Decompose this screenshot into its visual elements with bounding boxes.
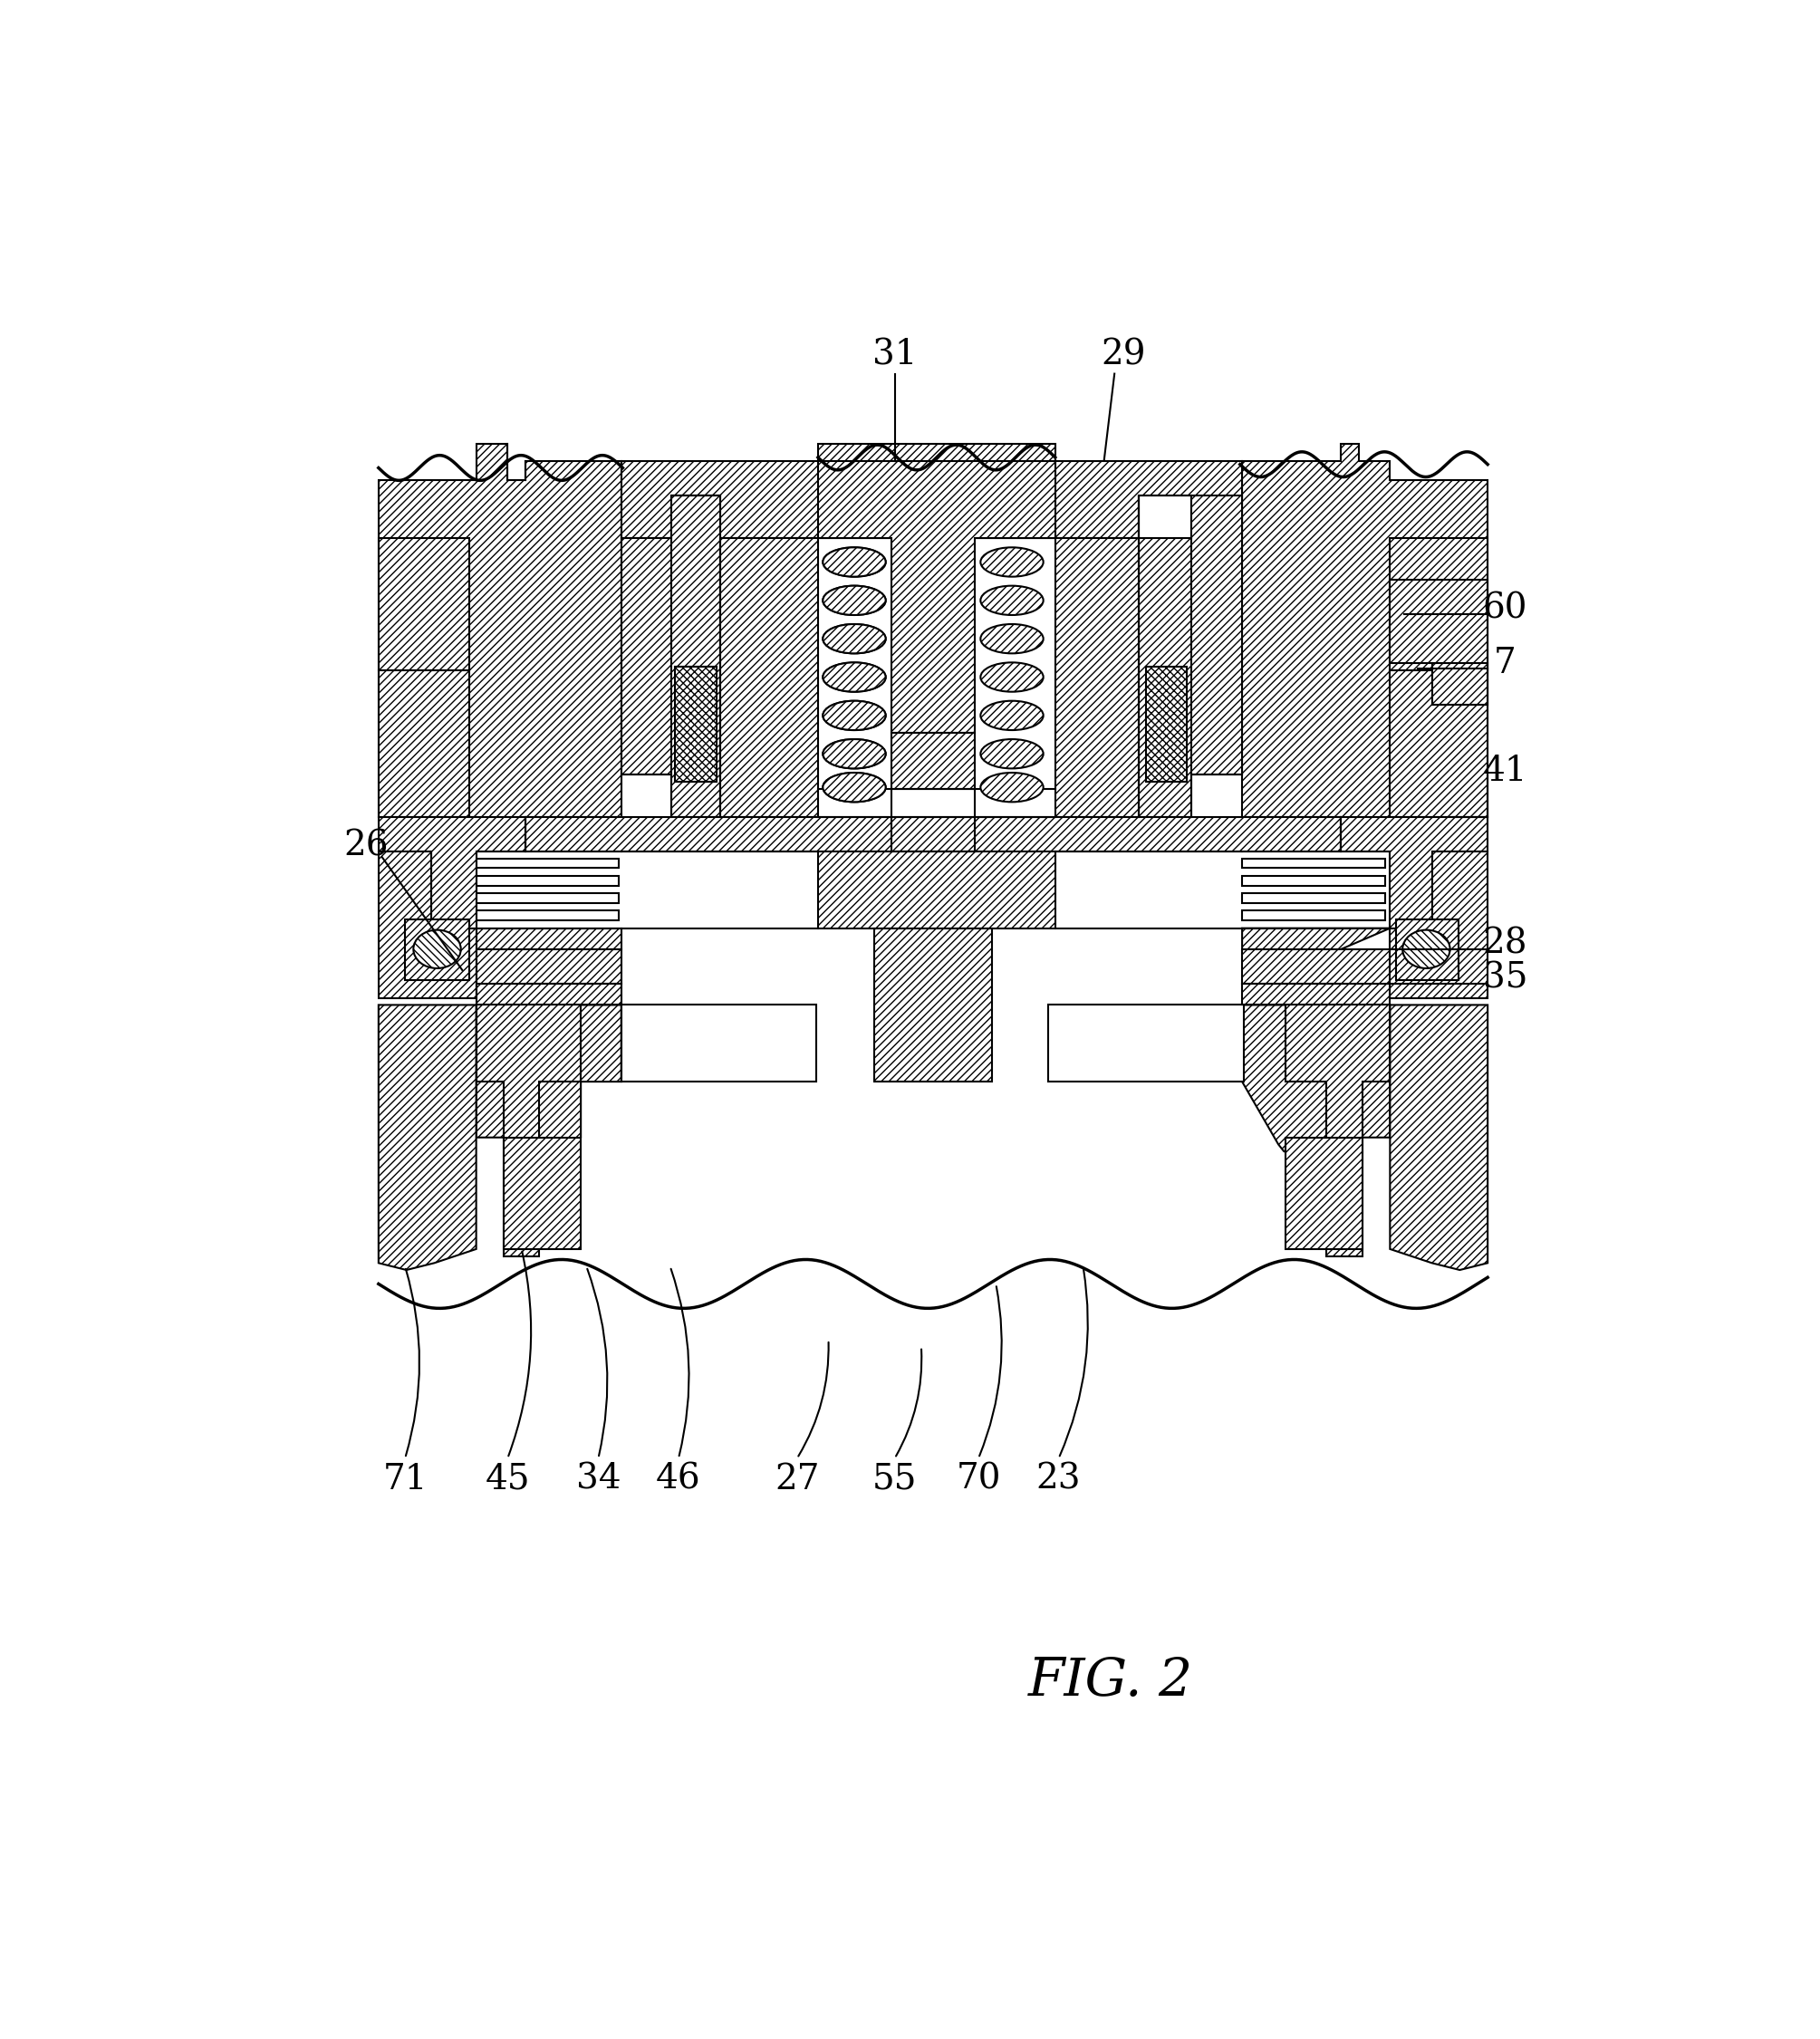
Polygon shape <box>817 852 1056 928</box>
Polygon shape <box>1241 928 1390 997</box>
Polygon shape <box>1341 816 1487 928</box>
Ellipse shape <box>981 585 1043 616</box>
Polygon shape <box>1241 442 1487 830</box>
Text: 31: 31 <box>872 338 917 371</box>
Bar <box>1241 911 1385 920</box>
Bar <box>477 893 619 903</box>
Polygon shape <box>1147 667 1187 781</box>
Bar <box>477 858 619 869</box>
Polygon shape <box>477 928 621 997</box>
Polygon shape <box>379 671 470 816</box>
Polygon shape <box>817 461 1056 732</box>
Ellipse shape <box>413 930 460 969</box>
Text: 71: 71 <box>382 1462 428 1497</box>
Polygon shape <box>1390 579 1487 705</box>
Text: 34: 34 <box>575 1462 621 1497</box>
Polygon shape <box>1241 948 1390 997</box>
Ellipse shape <box>981 740 1043 769</box>
Polygon shape <box>524 816 1341 852</box>
Polygon shape <box>477 1005 581 1256</box>
Ellipse shape <box>823 585 886 616</box>
Ellipse shape <box>823 624 886 652</box>
Ellipse shape <box>823 546 886 577</box>
Text: 41: 41 <box>1483 754 1527 787</box>
Polygon shape <box>406 920 470 981</box>
Polygon shape <box>675 667 717 781</box>
Polygon shape <box>1285 1138 1361 1250</box>
Text: 27: 27 <box>775 1462 819 1497</box>
Ellipse shape <box>823 663 886 691</box>
Text: 35: 35 <box>1483 962 1527 995</box>
Ellipse shape <box>823 701 886 730</box>
Bar <box>1241 858 1385 869</box>
Ellipse shape <box>981 663 1043 691</box>
Polygon shape <box>504 1138 581 1250</box>
Polygon shape <box>1390 538 1487 671</box>
Text: 23: 23 <box>1036 1462 1081 1497</box>
Polygon shape <box>1432 663 1487 705</box>
Text: 46: 46 <box>655 1462 701 1497</box>
Ellipse shape <box>823 740 886 769</box>
Ellipse shape <box>981 701 1043 730</box>
Text: 26: 26 <box>344 830 388 862</box>
Text: 45: 45 <box>486 1462 530 1497</box>
Ellipse shape <box>823 740 886 769</box>
Ellipse shape <box>981 546 1043 577</box>
Polygon shape <box>379 1005 477 1270</box>
Text: 70: 70 <box>956 1462 1001 1497</box>
Ellipse shape <box>1403 930 1451 969</box>
Ellipse shape <box>823 773 886 801</box>
Ellipse shape <box>823 773 886 801</box>
Ellipse shape <box>981 624 1043 652</box>
Text: 7: 7 <box>1494 646 1516 679</box>
Bar <box>621 1005 817 1081</box>
Polygon shape <box>1390 671 1487 816</box>
Text: 29: 29 <box>1101 338 1147 371</box>
Polygon shape <box>721 538 817 816</box>
Text: 28: 28 <box>1483 928 1527 960</box>
Polygon shape <box>379 852 477 997</box>
Polygon shape <box>379 538 470 671</box>
Polygon shape <box>379 442 621 830</box>
Polygon shape <box>477 948 621 997</box>
Text: 55: 55 <box>872 1462 917 1497</box>
Ellipse shape <box>823 663 886 691</box>
Polygon shape <box>1139 495 1241 816</box>
Bar <box>1048 1005 1243 1081</box>
Bar <box>477 911 619 920</box>
Ellipse shape <box>823 701 886 730</box>
Polygon shape <box>1241 1005 1390 1158</box>
Polygon shape <box>379 816 524 928</box>
Polygon shape <box>1241 985 1390 1005</box>
Ellipse shape <box>981 773 1043 801</box>
Polygon shape <box>1285 1005 1390 1256</box>
Polygon shape <box>1390 1005 1487 1270</box>
Ellipse shape <box>823 546 886 577</box>
Polygon shape <box>477 985 621 1005</box>
Polygon shape <box>1056 538 1139 816</box>
Ellipse shape <box>823 624 886 652</box>
Polygon shape <box>477 1005 621 1152</box>
Text: 60: 60 <box>1483 591 1527 626</box>
Polygon shape <box>1390 852 1487 997</box>
Polygon shape <box>621 495 721 816</box>
Bar <box>1241 893 1385 903</box>
Polygon shape <box>1396 920 1458 981</box>
Ellipse shape <box>823 585 886 616</box>
Polygon shape <box>892 732 976 789</box>
Bar <box>477 877 619 885</box>
Bar <box>1241 877 1385 885</box>
Text: FIG. 2: FIG. 2 <box>1028 1656 1194 1707</box>
Polygon shape <box>621 442 1241 538</box>
Polygon shape <box>874 928 992 1081</box>
